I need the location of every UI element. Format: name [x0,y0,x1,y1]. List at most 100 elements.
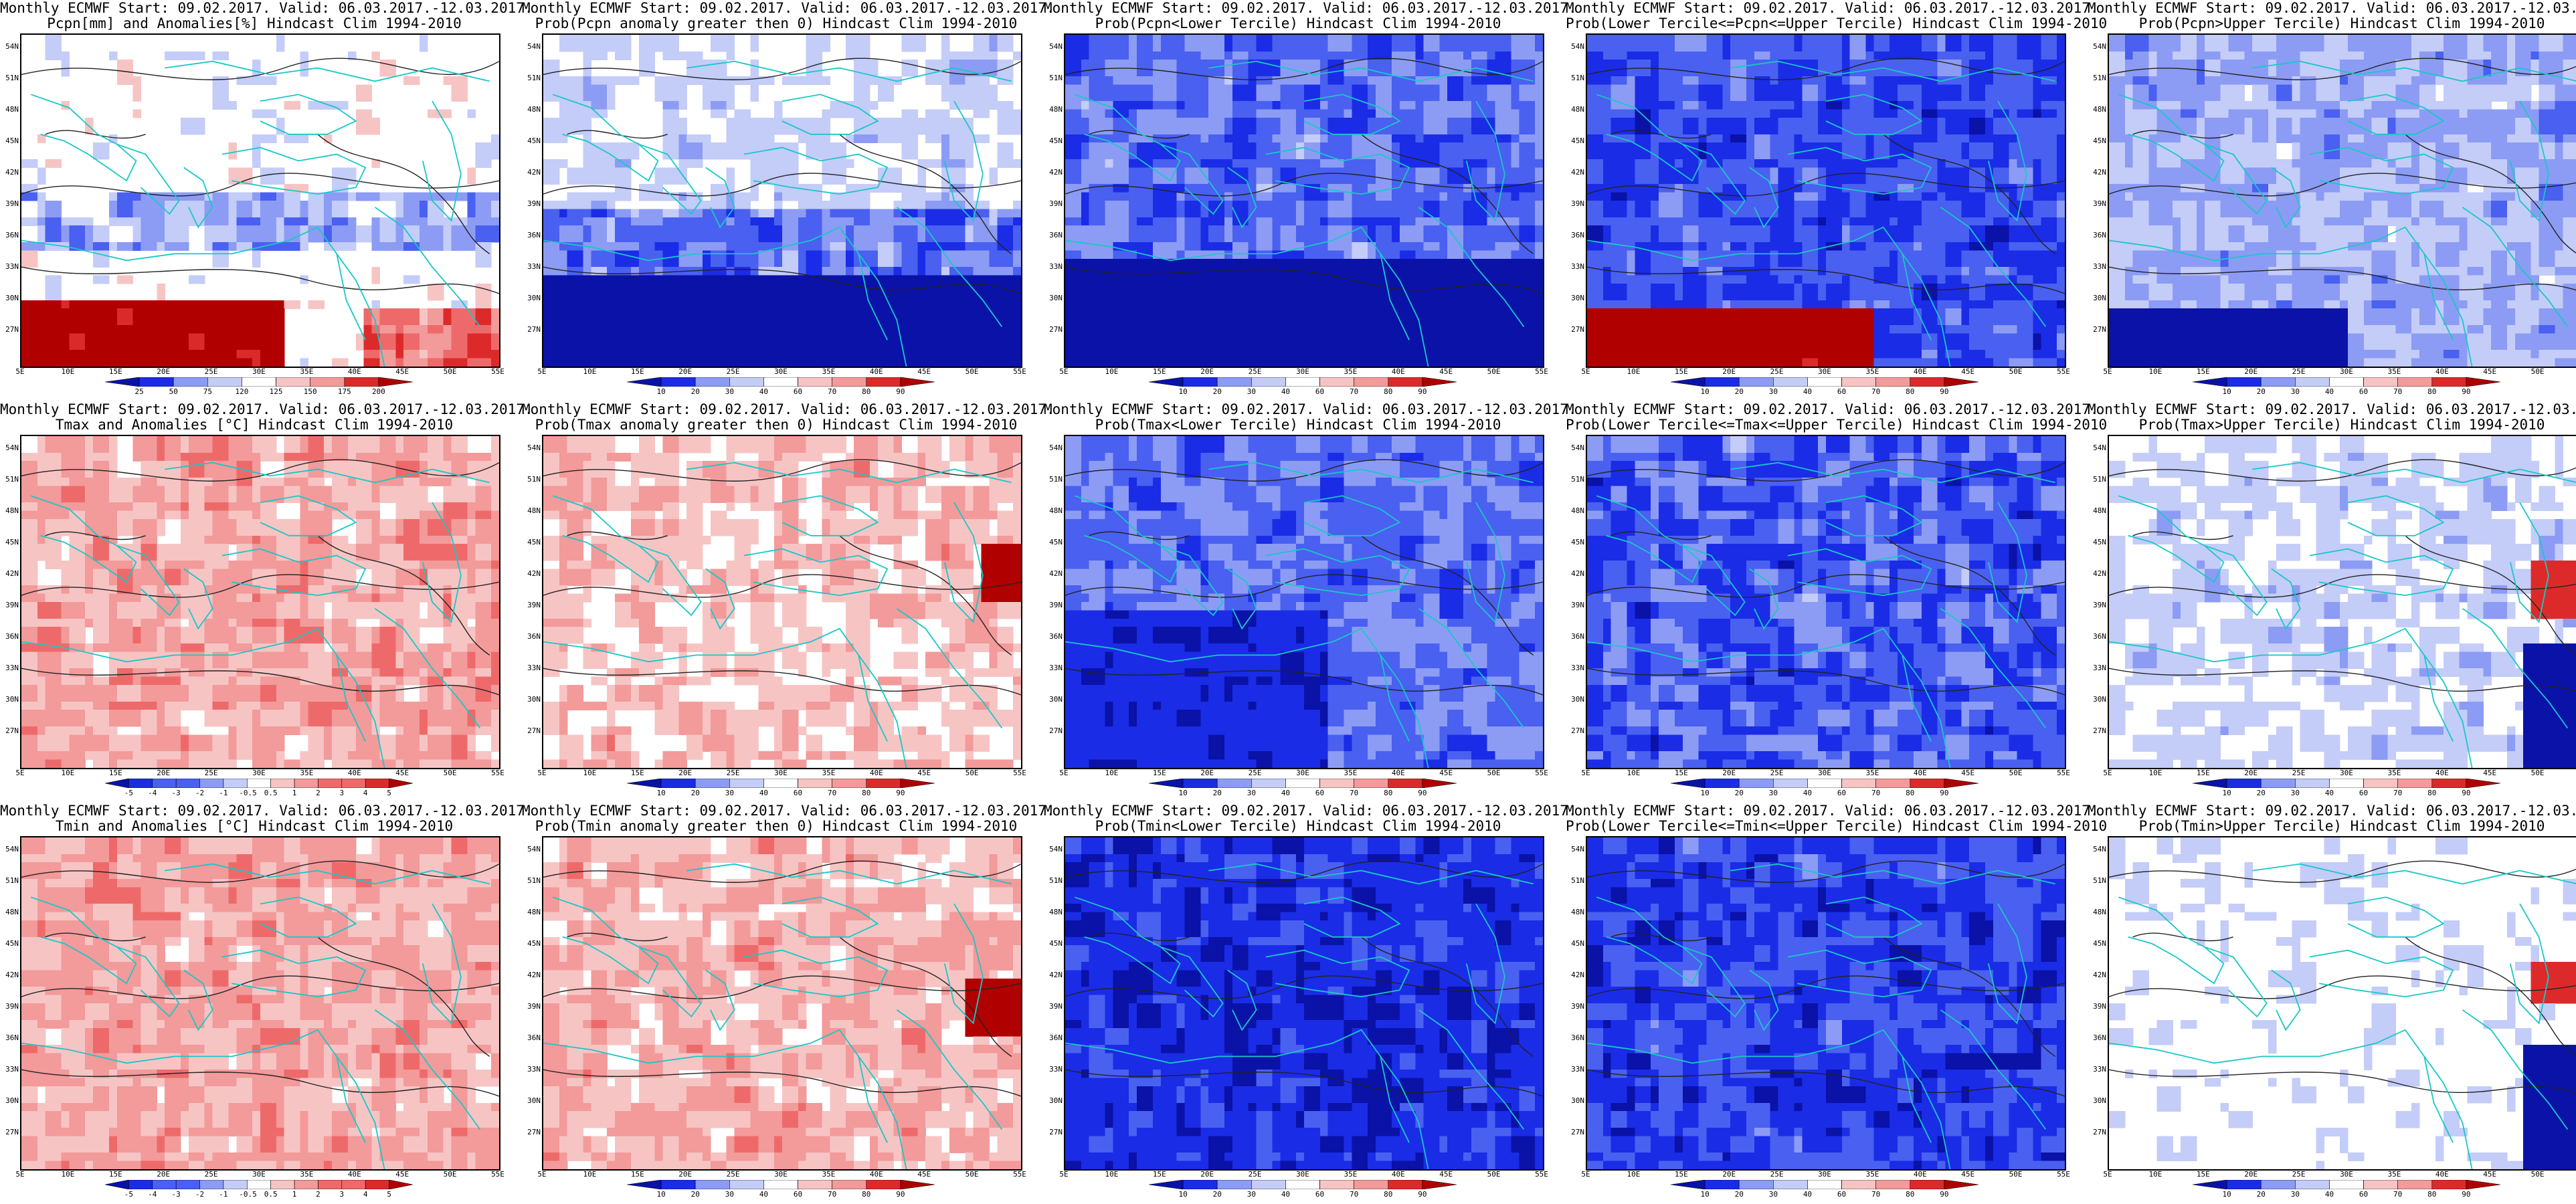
shaded-field [1065,35,1543,367]
lon-tick-label: 45E [392,1171,412,1178]
colorbar-segment [1738,1180,1774,1189]
lat-tick-label: 33N [523,263,541,270]
lat-tick-label: 30N [2089,294,2106,302]
lat-tick-label: 33N [2089,263,2106,270]
lon-tick-label: 20E [1719,1171,1739,1178]
lon-tick-label: 10E [579,769,600,777]
lat-tick-label: 36N [523,633,541,640]
lat-tick-label: 48N [2089,908,2106,916]
colorbar-segment [247,1180,272,1189]
colorbar-tick-label: 5 [381,789,397,797]
lon-tick-label: 40E [866,368,887,375]
lon-tick-label: 25E [201,769,221,777]
colorbar [1671,377,1979,387]
colorbar-tick-label: 60 [790,789,806,797]
colorbar-segment [763,779,798,788]
panel-title-line2: Prob(Tmin<Lower Tercile) Hindcast Clim 1… [1044,818,1552,834]
colorbar-tick-label: 30 [721,388,737,395]
lat-tick-label: 27N [1,326,19,333]
colorbar-segment [1354,779,1389,788]
lat-tick-label: 42N [1567,169,1584,176]
colorbar-segment [660,779,696,788]
map-panel-p10: Monthly ECMWF Start: 09.02.2017. Valid: … [2088,401,2576,803]
panel-title-line2: Prob(Tmax<Lower Tercile) Hindcast Clim 1… [1044,417,1552,433]
colorbar-segment [242,377,276,387]
coastlines [1065,863,1534,1169]
lat-tick-label: 36N [1045,1034,1063,1041]
lon-tick-label: 15E [106,1171,126,1178]
lon-tick-label: 15E [628,368,648,375]
colorbar-tick-label: 70 [824,1191,840,1198]
colorbar-segment [763,377,798,387]
coastlines [21,863,490,1169]
lat-tick-label: 42N [1,169,19,176]
lat-tick-label: 33N [1,1066,19,1073]
colorbar-tick-label: 90 [1414,1191,1431,1198]
colorbar-segment [1182,779,1218,788]
lon-tick-label: 50E [2528,769,2548,777]
shaded-field [2109,837,2576,1169]
map-panel-p14: Monthly ECMWF Start: 09.02.2017. Valid: … [1566,803,2107,1204]
lat-tick-label: 45N [1,538,19,546]
lat-tick-label: 27N [1567,1128,1584,1136]
map-panel-p6: Monthly ECMWF Start: 09.02.2017. Valid: … [0,401,533,803]
colorbar-tick-label: 10 [2219,388,2235,395]
map-plot [20,33,500,368]
lon-tick-label: 25E [2289,1171,2309,1178]
colorbar-tick-label: 20 [687,1191,703,1198]
colorbar-segment [223,1180,248,1189]
colorbar-segment [199,1180,224,1189]
map-field [1587,436,2065,768]
colorbar-segment [660,377,696,387]
lat-tick-label: 33N [1,664,19,672]
lat-tick-label: 27N [2089,1128,2106,1136]
lat-tick-label: 42N [1,971,19,979]
lat-tick-label: 30N [523,1097,541,1104]
colorbar-segment [1704,1180,1740,1189]
colorbar-segment [1149,779,1184,788]
colorbar-tick-label: 40 [1277,1191,1293,1198]
lon-tick-label: 35E [1340,368,1360,375]
colorbar-tick-label: 20 [2253,388,2269,395]
colorbar-tick-label: 40 [1799,789,1815,797]
lat-tick-label: 42N [523,169,541,176]
coastlines [21,60,490,367]
lat-tick-label: 33N [2089,664,2106,672]
lon-tick-label: 25E [1245,1171,1265,1178]
colorbar-segment [378,377,413,387]
colorbar-tick-label: 60 [790,1191,806,1198]
lon-tick-label: 40E [345,368,365,375]
lat-tick-label: 51N [1567,74,1584,82]
colorbar-segment [207,377,242,387]
colorbar-tick-label: 30 [1765,789,1781,797]
colorbar-tick-label: 10 [1175,1191,1191,1198]
colorbar-tick-label: 80 [1902,789,1918,797]
map-field [543,436,1021,768]
colorbar-tick-label: 75 [199,388,215,395]
lon-tick-label: 20E [1197,1171,1217,1178]
lat-tick-label: 39N [523,1003,541,1010]
lon-tick-label: 50E [962,1171,982,1178]
colorbar-tick-label: 90 [2458,789,2474,797]
lat-tick-label: 36N [1567,231,1584,239]
lat-tick-label: 36N [1,231,19,239]
lat-tick-label: 45N [1,940,19,947]
lat-tick-label: 42N [2089,169,2106,176]
lon-tick-label: 25E [2289,769,2309,777]
colorbar-tick-label: 80 [1380,388,1396,395]
lon-tick-label: 15E [106,769,126,777]
lon-tick-label: 5E [2098,769,2118,777]
lon-tick-label: 10E [579,1171,600,1178]
colorbar-segment [1910,1180,1945,1189]
lat-tick-label: 39N [1,200,19,207]
lon-tick-label: 10E [1623,1171,1643,1178]
colorbar-tick-label: 40 [1277,789,1293,797]
colorbar-tick-label: 70 [1868,388,1884,395]
lon-tick-label: 15E [2193,769,2213,777]
lat-tick-label: 30N [1045,696,1063,703]
coastlines [543,462,1012,768]
colorbar-segment [1671,377,1706,387]
colorbar-tick-label: 20 [1731,789,1747,797]
lat-tick-label: 48N [1567,908,1584,916]
lon-tick-label: 55E [488,1171,508,1178]
